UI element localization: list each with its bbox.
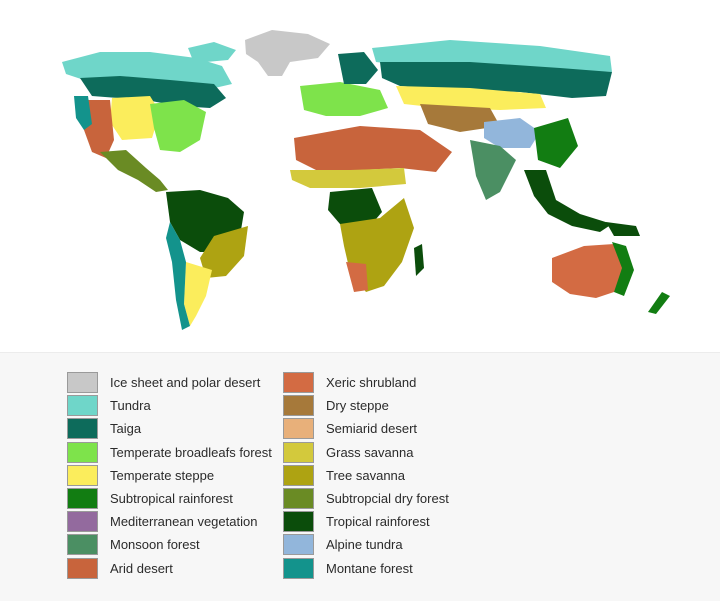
asia-taiga (380, 62, 612, 98)
south-america-south (184, 262, 212, 326)
asia-steppe (396, 86, 546, 110)
legend-swatch (67, 395, 98, 417)
legend-swatch (283, 488, 314, 510)
north-america-taiga (80, 76, 226, 108)
legend-swatch (283, 441, 314, 463)
legend-column-left: Ice sheet and polar desert Tundra Taiga … (67, 371, 272, 580)
tibet-alpine-tundra (484, 118, 540, 148)
legend-swatch (283, 418, 314, 440)
legend-swatch (67, 534, 98, 556)
mexico-dry-forest (100, 150, 168, 192)
legend-swatch (67, 372, 98, 394)
legend-item: Alpine tundra (283, 533, 449, 556)
southeast-asia-rainforest (524, 170, 612, 232)
legend-item: Montane forest (283, 557, 449, 580)
legend-item: Temperate steppe (67, 464, 272, 487)
legend-label: Monsoon forest (110, 537, 200, 553)
legend-label: Montane forest (326, 560, 413, 576)
asia-dry-steppe (420, 104, 500, 132)
legend-label: Subtropical rainforest (110, 491, 233, 507)
legend-item: Monsoon forest (67, 533, 272, 556)
new-guinea (606, 222, 640, 236)
north-america-montane (74, 96, 92, 130)
legend-swatch (283, 464, 314, 486)
legend-item: Ice sheet and polar desert (67, 371, 272, 394)
legend-column-right: Xeric shrubland Dry steppe Semiarid dese… (283, 371, 449, 580)
arctic-islands-tundra (188, 42, 236, 62)
legend-label: Temperate steppe (110, 467, 215, 483)
legend-swatch (67, 418, 98, 440)
world-biome-map (62, 30, 670, 330)
legend-item: Tundra (67, 394, 272, 417)
south-america-savanna (200, 226, 248, 278)
new-zealand (648, 292, 670, 314)
legend-label: Mediterranean vegetation (110, 514, 258, 530)
legend-swatch (67, 557, 98, 579)
sahara-arabia-desert (294, 126, 452, 172)
legend-item: Grass savanna (283, 441, 449, 464)
legend-label: Tundra (110, 398, 151, 414)
legend-label: Subtropcial dry forest (326, 491, 449, 507)
madagascar (414, 244, 424, 276)
north-america-steppe (110, 96, 160, 140)
north-america-west (84, 100, 114, 158)
legend-item: Mediterranean vegetation (67, 510, 272, 533)
legend-label: Tropical rainforest (326, 514, 430, 530)
legend-item: Subtropcial dry forest (283, 487, 449, 510)
east-asia-subtropical (534, 118, 578, 168)
legend-item: Taiga (67, 417, 272, 440)
north-america-broadleaf (150, 100, 206, 152)
legend-swatch (67, 441, 98, 463)
legend-item: Semiarid desert (283, 417, 449, 440)
legend-label: Alpine tundra (326, 537, 403, 553)
india-monsoon (470, 140, 516, 200)
legend-swatch (283, 557, 314, 579)
south-america-andes (166, 222, 190, 330)
legend-label: Xeric shrubland (326, 375, 417, 391)
legend-label: Tree savanna (326, 467, 406, 483)
legend-swatch (67, 488, 98, 510)
legend-label: Ice sheet and polar desert (110, 375, 261, 391)
biome-legend: Ice sheet and polar desert Tundra Taiga … (0, 352, 720, 601)
legend-item: Tropical rainforest (283, 510, 449, 533)
legend-swatch (283, 395, 314, 417)
legend-item: Dry steppe (283, 394, 449, 417)
sahel-grass-savanna (290, 168, 406, 188)
legend-item: Temperate broadleafs forest (67, 441, 272, 464)
legend-label: Arid desert (110, 560, 173, 576)
legend-label: Semiarid desert (326, 421, 418, 437)
legend-label: Temperate broadleafs forest (110, 444, 272, 460)
greenland-ice-sheet (245, 30, 330, 76)
legend-label: Grass savanna (326, 444, 414, 460)
legend-item: Tree savanna (283, 464, 449, 487)
legend-label: Dry steppe (326, 398, 389, 414)
australia-desert (552, 244, 626, 298)
legend-swatch (283, 372, 314, 394)
world-map-graphic (62, 30, 670, 330)
legend-swatch (67, 464, 98, 486)
legend-item: Xeric shrubland (283, 371, 449, 394)
africa-rainforest (328, 188, 382, 226)
africa-south-desert (346, 262, 368, 292)
legend-item: Arid desert (67, 557, 272, 580)
legend-item: Subtropical rainforest (67, 487, 272, 510)
scandinavia-taiga (338, 52, 378, 84)
legend-swatch (283, 534, 314, 556)
europe-broadleaf (300, 82, 388, 116)
legend-label: Taiga (110, 421, 142, 437)
legend-swatch (67, 511, 98, 533)
australia-east-rainforest (612, 242, 634, 296)
legend-swatch (283, 511, 314, 533)
